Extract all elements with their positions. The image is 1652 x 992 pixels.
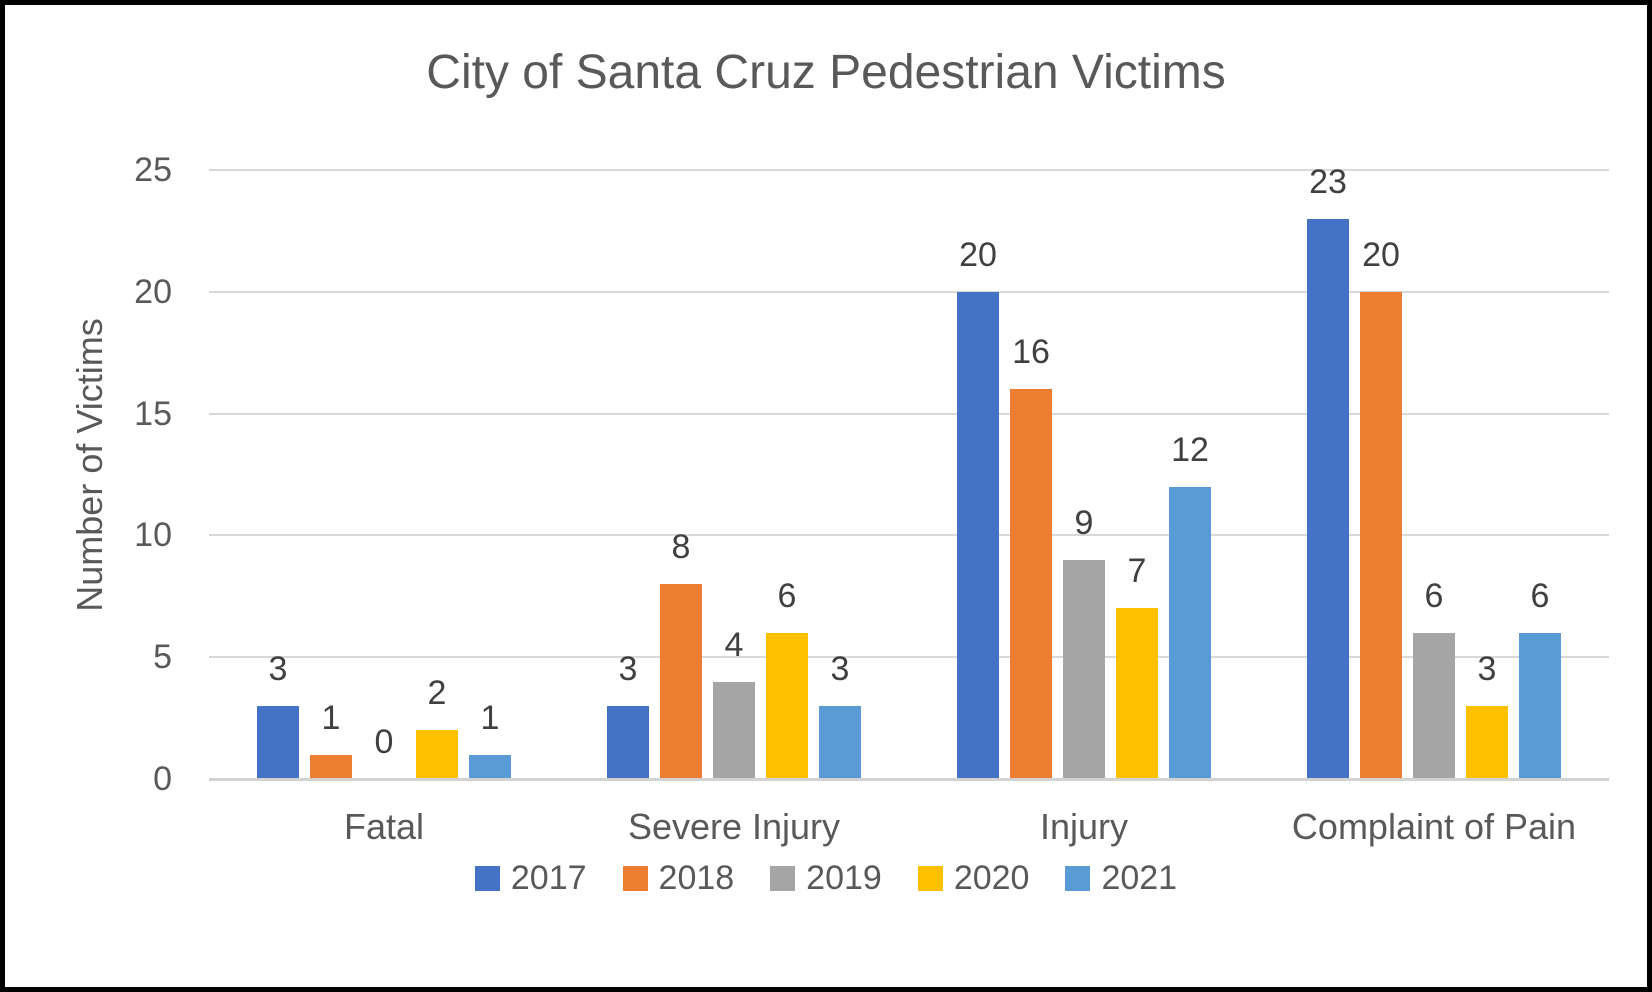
legend-item-2018: 2018 bbox=[622, 858, 735, 898]
bar-value-label-2018-injury: 16 bbox=[1012, 333, 1050, 371]
legend-item-2021: 2021 bbox=[1065, 858, 1177, 898]
y-tick-label-10: 10 bbox=[134, 516, 172, 555]
legend-swatch-2017 bbox=[474, 865, 500, 891]
bar-value-label-2020-injury: 7 bbox=[1127, 552, 1147, 590]
bar-value-label-2019-injury: 9 bbox=[1074, 504, 1094, 542]
x-axis-line bbox=[209, 778, 1609, 781]
bar-group-complaint-of-pain: 23 20 6 3 6 bbox=[1259, 165, 1609, 779]
gridline-25 bbox=[209, 169, 1609, 171]
bar-value-label-2017-fatal: 3 bbox=[268, 650, 288, 688]
y-axis-ticks: 0 5 10 15 20 25 bbox=[5, 151, 182, 798]
bar-2021-injury: 12 bbox=[1169, 433, 1211, 779]
bar-2018-complaint-of-pain: 20 bbox=[1360, 238, 1402, 779]
category-label-severe-injury: Severe Injury bbox=[627, 806, 841, 847]
bar-value-label-2017-injury: 20 bbox=[959, 236, 997, 274]
gridline-15 bbox=[209, 412, 1609, 415]
category-label-fatal: Fatal bbox=[343, 806, 425, 847]
y-tick-label-20: 20 bbox=[134, 272, 172, 311]
bar-value-label-2019-severe-injury: 4 bbox=[724, 626, 744, 664]
bar-value-label-2020-fatal: 2 bbox=[427, 674, 447, 712]
y-tick-label-0: 0 bbox=[153, 760, 172, 798]
bar-value-label-2021-complaint-of-pain: 6 bbox=[1530, 577, 1550, 615]
bar-2017-complaint-of-pain: 23 bbox=[1307, 165, 1349, 779]
bar-value-label-2020-complaint-of-pain: 3 bbox=[1477, 650, 1497, 688]
gridline-20 bbox=[209, 290, 1609, 293]
bar-group-injury: 20 16 9 7 12 bbox=[909, 170, 1259, 779]
bar-2017-severe-injury: 3 bbox=[607, 652, 649, 779]
bar-2017-fatal: 3 bbox=[257, 652, 299, 779]
bar-value-label-2019-complaint-of-pain: 6 bbox=[1424, 577, 1444, 615]
legend-swatch-2018 bbox=[622, 865, 648, 891]
y-tick-label-15: 15 bbox=[134, 394, 172, 433]
gridline-5 bbox=[209, 656, 1609, 659]
legend-label-2018: 2018 bbox=[658, 859, 735, 897]
chart-title: City of Santa Cruz Pedestrian Victims bbox=[426, 46, 1226, 99]
category-label-complaint-of-pain: Complaint of Pain bbox=[1291, 806, 1577, 847]
category-label-injury: Injury bbox=[1039, 806, 1129, 847]
y-tick-label-5: 5 bbox=[153, 638, 172, 677]
plot-area: 3 1 0 2 1 3 8 4 6 3 20 16 9 7 12 23 20 6 3 6 bbox=[209, 165, 1609, 781]
bar-2019-complaint-of-pain: 6 bbox=[1413, 579, 1455, 779]
bar-value-label-2018-severe-injury: 8 bbox=[671, 528, 691, 566]
bar-2020-fatal: 2 bbox=[416, 676, 458, 779]
legend-label-2017: 2017 bbox=[510, 859, 587, 897]
legend-item-2020: 2020 bbox=[917, 858, 1030, 898]
legend-label-2019: 2019 bbox=[806, 859, 882, 897]
bar-2019-injury: 9 bbox=[1063, 506, 1105, 779]
bar-2018-fatal: 1 bbox=[310, 701, 352, 779]
bar-2020-complaint-of-pain: 3 bbox=[1466, 652, 1508, 779]
bar-2017-injury: 20 bbox=[957, 238, 999, 779]
bar-2018-severe-injury: 8 bbox=[660, 530, 702, 779]
y-tick-label-25: 25 bbox=[134, 151, 172, 189]
bar-value-label-2021-fatal: 1 bbox=[480, 699, 500, 737]
bar-2020-severe-injury: 6 bbox=[766, 579, 808, 779]
legend-swatch-2021 bbox=[1065, 865, 1091, 891]
gridline-10 bbox=[209, 534, 1609, 537]
bar-value-label-2021-injury: 12 bbox=[1171, 431, 1209, 469]
legend: 2017 2018 2019 2020 2021 bbox=[5, 858, 1647, 898]
bar-value-label-2018-complaint-of-pain: 20 bbox=[1362, 236, 1400, 274]
bar-value-label-2020-severe-injury: 6 bbox=[777, 577, 797, 615]
bar-value-label-2021-severe-injury: 3 bbox=[830, 650, 850, 688]
legend-swatch-2020 bbox=[917, 865, 943, 891]
legend-item-2017: 2017 bbox=[474, 858, 587, 898]
bar-2021-fatal: 1 bbox=[469, 701, 511, 779]
bar-2021-severe-injury: 3 bbox=[819, 652, 861, 779]
legend-swatch-2019 bbox=[770, 865, 796, 891]
legend-label-2021: 2021 bbox=[1101, 859, 1178, 897]
bar-2019-severe-injury: 4 bbox=[713, 628, 755, 779]
bar-value-label-2018-fatal: 1 bbox=[321, 699, 341, 737]
bar-value-label-2019-fatal: 0 bbox=[374, 723, 394, 761]
bar-value-label-2017-severe-injury: 3 bbox=[618, 650, 638, 688]
bar-2021-complaint-of-pain: 6 bbox=[1519, 579, 1561, 779]
legend-label-2020: 2020 bbox=[953, 859, 1030, 897]
bar-2018-injury: 16 bbox=[1010, 335, 1052, 779]
legend-item-2019: 2019 bbox=[770, 858, 882, 898]
x-axis-labels: Fatal Severe Injury Injury Complaint of Pai… bbox=[209, 805, 1609, 849]
bar-2020-injury: 7 bbox=[1116, 554, 1158, 779]
bar-value-label-2017-complaint-of-pain: 23 bbox=[1309, 163, 1347, 201]
